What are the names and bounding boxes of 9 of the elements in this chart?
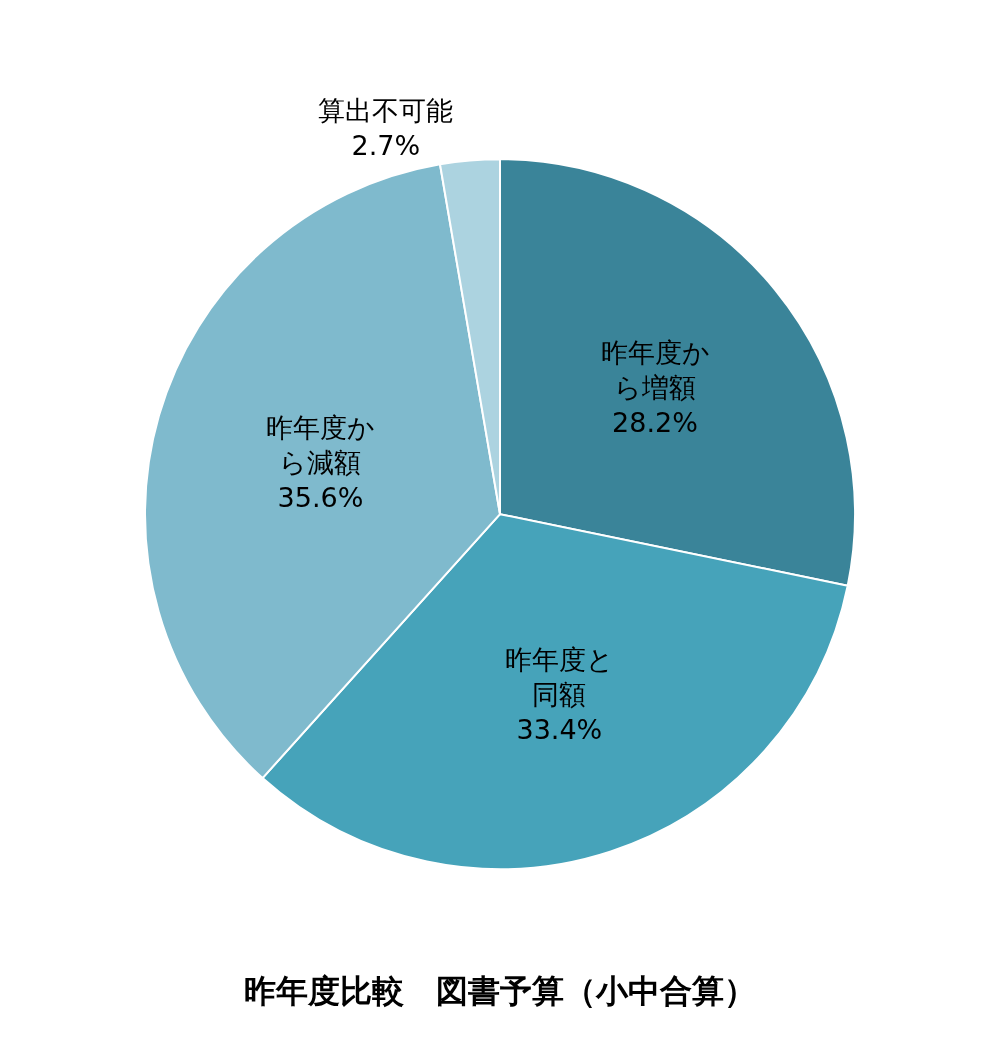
data-label: 35.6% (277, 481, 364, 513)
data-label: 33.4% (516, 714, 603, 746)
data-label: 28.2% (612, 407, 698, 439)
data-label: 2.7% (351, 129, 421, 161)
slice-label: 算出不可能 (318, 94, 454, 126)
slice-label: 昨年度から減額 (266, 411, 375, 478)
slice-label: 昨年度と同額 (504, 644, 614, 711)
slice-label: 昨年度から増額 (600, 337, 710, 404)
text: 昨年度比較 図書予算（小中合算） (244, 972, 756, 1011)
